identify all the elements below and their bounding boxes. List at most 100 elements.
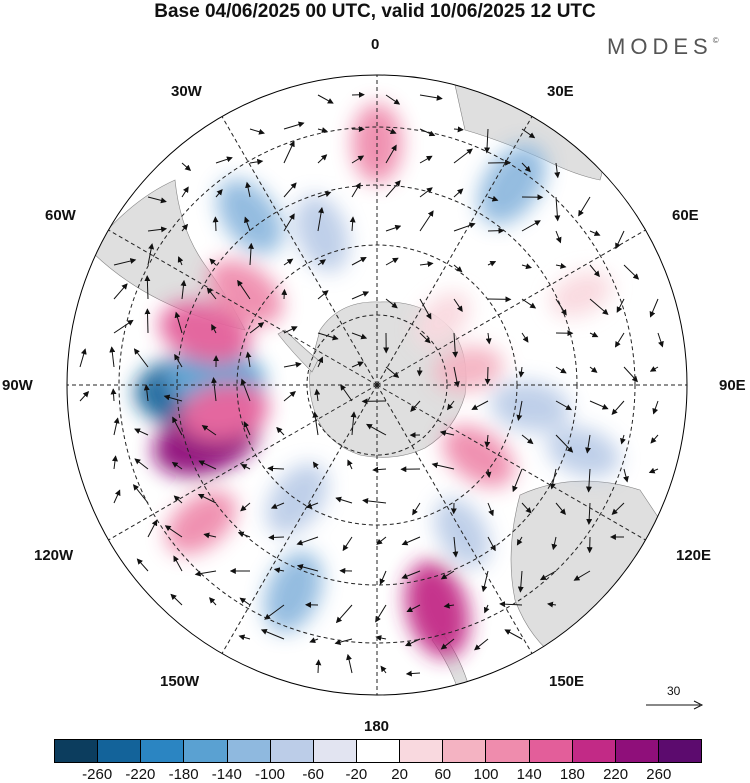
wind-vector xyxy=(245,351,252,368)
colorbar-swatch xyxy=(141,740,185,762)
wind-vector xyxy=(484,434,491,448)
anomaly-cell xyxy=(546,426,620,478)
colorbar-swatch xyxy=(658,740,702,762)
colorbar-tick-label: 100 xyxy=(473,766,499,783)
wind-vector xyxy=(380,665,387,674)
colorbar-swatch xyxy=(270,740,314,762)
wind-vector xyxy=(554,196,561,222)
wind-vector xyxy=(240,464,251,470)
wind-vector xyxy=(555,298,567,316)
wind-vector xyxy=(406,604,421,613)
lon-label-180: 180 xyxy=(364,718,390,735)
wind-vector xyxy=(487,502,494,517)
wind-vector xyxy=(351,182,361,198)
wind-vector xyxy=(551,536,558,551)
wind-vector xyxy=(521,263,532,270)
wind-vector xyxy=(516,536,523,546)
wind-vector xyxy=(419,332,431,344)
wind-vector xyxy=(335,496,353,504)
wind-vector xyxy=(211,377,218,402)
meridian-line xyxy=(221,116,378,386)
reference-vector-label: 30 xyxy=(667,684,681,698)
wind-vector xyxy=(376,536,387,545)
wind-vector xyxy=(586,502,593,525)
wind-vector xyxy=(260,629,285,640)
wind-vector xyxy=(181,186,189,198)
wind-vector xyxy=(133,348,149,368)
graticule xyxy=(67,75,687,695)
wind-vector xyxy=(347,459,353,470)
wind-vector xyxy=(335,604,353,624)
colorbar-swatch xyxy=(529,740,573,762)
wind-vector xyxy=(315,659,322,674)
wind-vector xyxy=(312,411,319,436)
wind-vector xyxy=(589,298,609,315)
antarctic-peninsula xyxy=(277,329,319,373)
wind-vector xyxy=(164,525,183,538)
wind-vector xyxy=(648,467,659,474)
map-title: Base 04/06/2025 00 UTC, valid 10/06/2025… xyxy=(154,1,596,22)
wind-vector xyxy=(143,384,150,402)
wind-vector xyxy=(209,258,217,266)
anomaly-cell xyxy=(549,270,613,318)
wind-vector xyxy=(573,570,591,581)
meridian-line xyxy=(376,229,646,386)
wind-vector xyxy=(350,411,357,436)
lon-label-90w: 90W xyxy=(2,377,33,394)
colorbar-tick-label: -140 xyxy=(211,766,242,783)
wind-vector xyxy=(194,570,217,577)
wind-vector xyxy=(181,223,189,232)
wind-vector xyxy=(375,635,387,641)
wind-vector xyxy=(203,532,217,539)
wind-vector xyxy=(147,226,168,233)
wind-vector xyxy=(623,366,638,383)
wind-vector xyxy=(484,128,491,154)
wind-vector xyxy=(555,434,574,453)
anomaly-cell xyxy=(266,463,328,536)
colorbar-tick-label: 180 xyxy=(559,766,585,783)
wind-vector xyxy=(273,567,285,574)
wind-vector xyxy=(212,216,219,232)
wind-vector xyxy=(283,361,302,368)
wind-vector xyxy=(249,158,264,165)
lon-label-120w: 120W xyxy=(34,547,74,564)
wind-vector xyxy=(209,597,217,606)
wind-vector xyxy=(198,460,217,470)
wind-vector xyxy=(385,144,397,164)
wind-vector xyxy=(283,121,305,130)
wind-vector xyxy=(240,378,251,402)
wind-vector xyxy=(487,260,497,267)
wind-vector xyxy=(372,466,387,473)
wind-vector xyxy=(170,593,183,606)
meridian-line xyxy=(221,384,378,654)
wind-vector xyxy=(247,242,254,266)
wind-vector xyxy=(206,287,217,300)
wind-vectors xyxy=(79,91,664,677)
wind-vector xyxy=(317,127,328,133)
wind-vector xyxy=(452,536,459,558)
wind-vector xyxy=(615,230,625,250)
wind-vector xyxy=(487,195,499,202)
wind-vector xyxy=(589,230,601,236)
wind-vector xyxy=(385,94,401,105)
wind-vector xyxy=(440,570,455,580)
wind-vector xyxy=(453,222,476,232)
lon-label-120e: 120E xyxy=(676,547,712,564)
colorbar-swatch xyxy=(486,740,530,762)
wind-vector xyxy=(516,400,523,421)
meridian-line xyxy=(376,116,533,386)
wind-vector xyxy=(419,210,434,232)
meridian-line xyxy=(108,229,378,386)
lon-label-0: 0 xyxy=(371,36,380,53)
colorbar-swatch xyxy=(356,740,401,762)
wind-vector xyxy=(109,346,116,368)
wind-vector xyxy=(147,519,158,538)
colorbar-tick-label: -20 xyxy=(345,766,368,783)
wind-vector xyxy=(351,291,370,300)
meridians xyxy=(67,75,687,695)
wind-vector xyxy=(201,425,217,436)
wind-vector xyxy=(517,570,524,593)
wind-vector xyxy=(481,570,489,593)
wind-vector xyxy=(283,258,294,266)
meridian-line xyxy=(376,384,533,654)
